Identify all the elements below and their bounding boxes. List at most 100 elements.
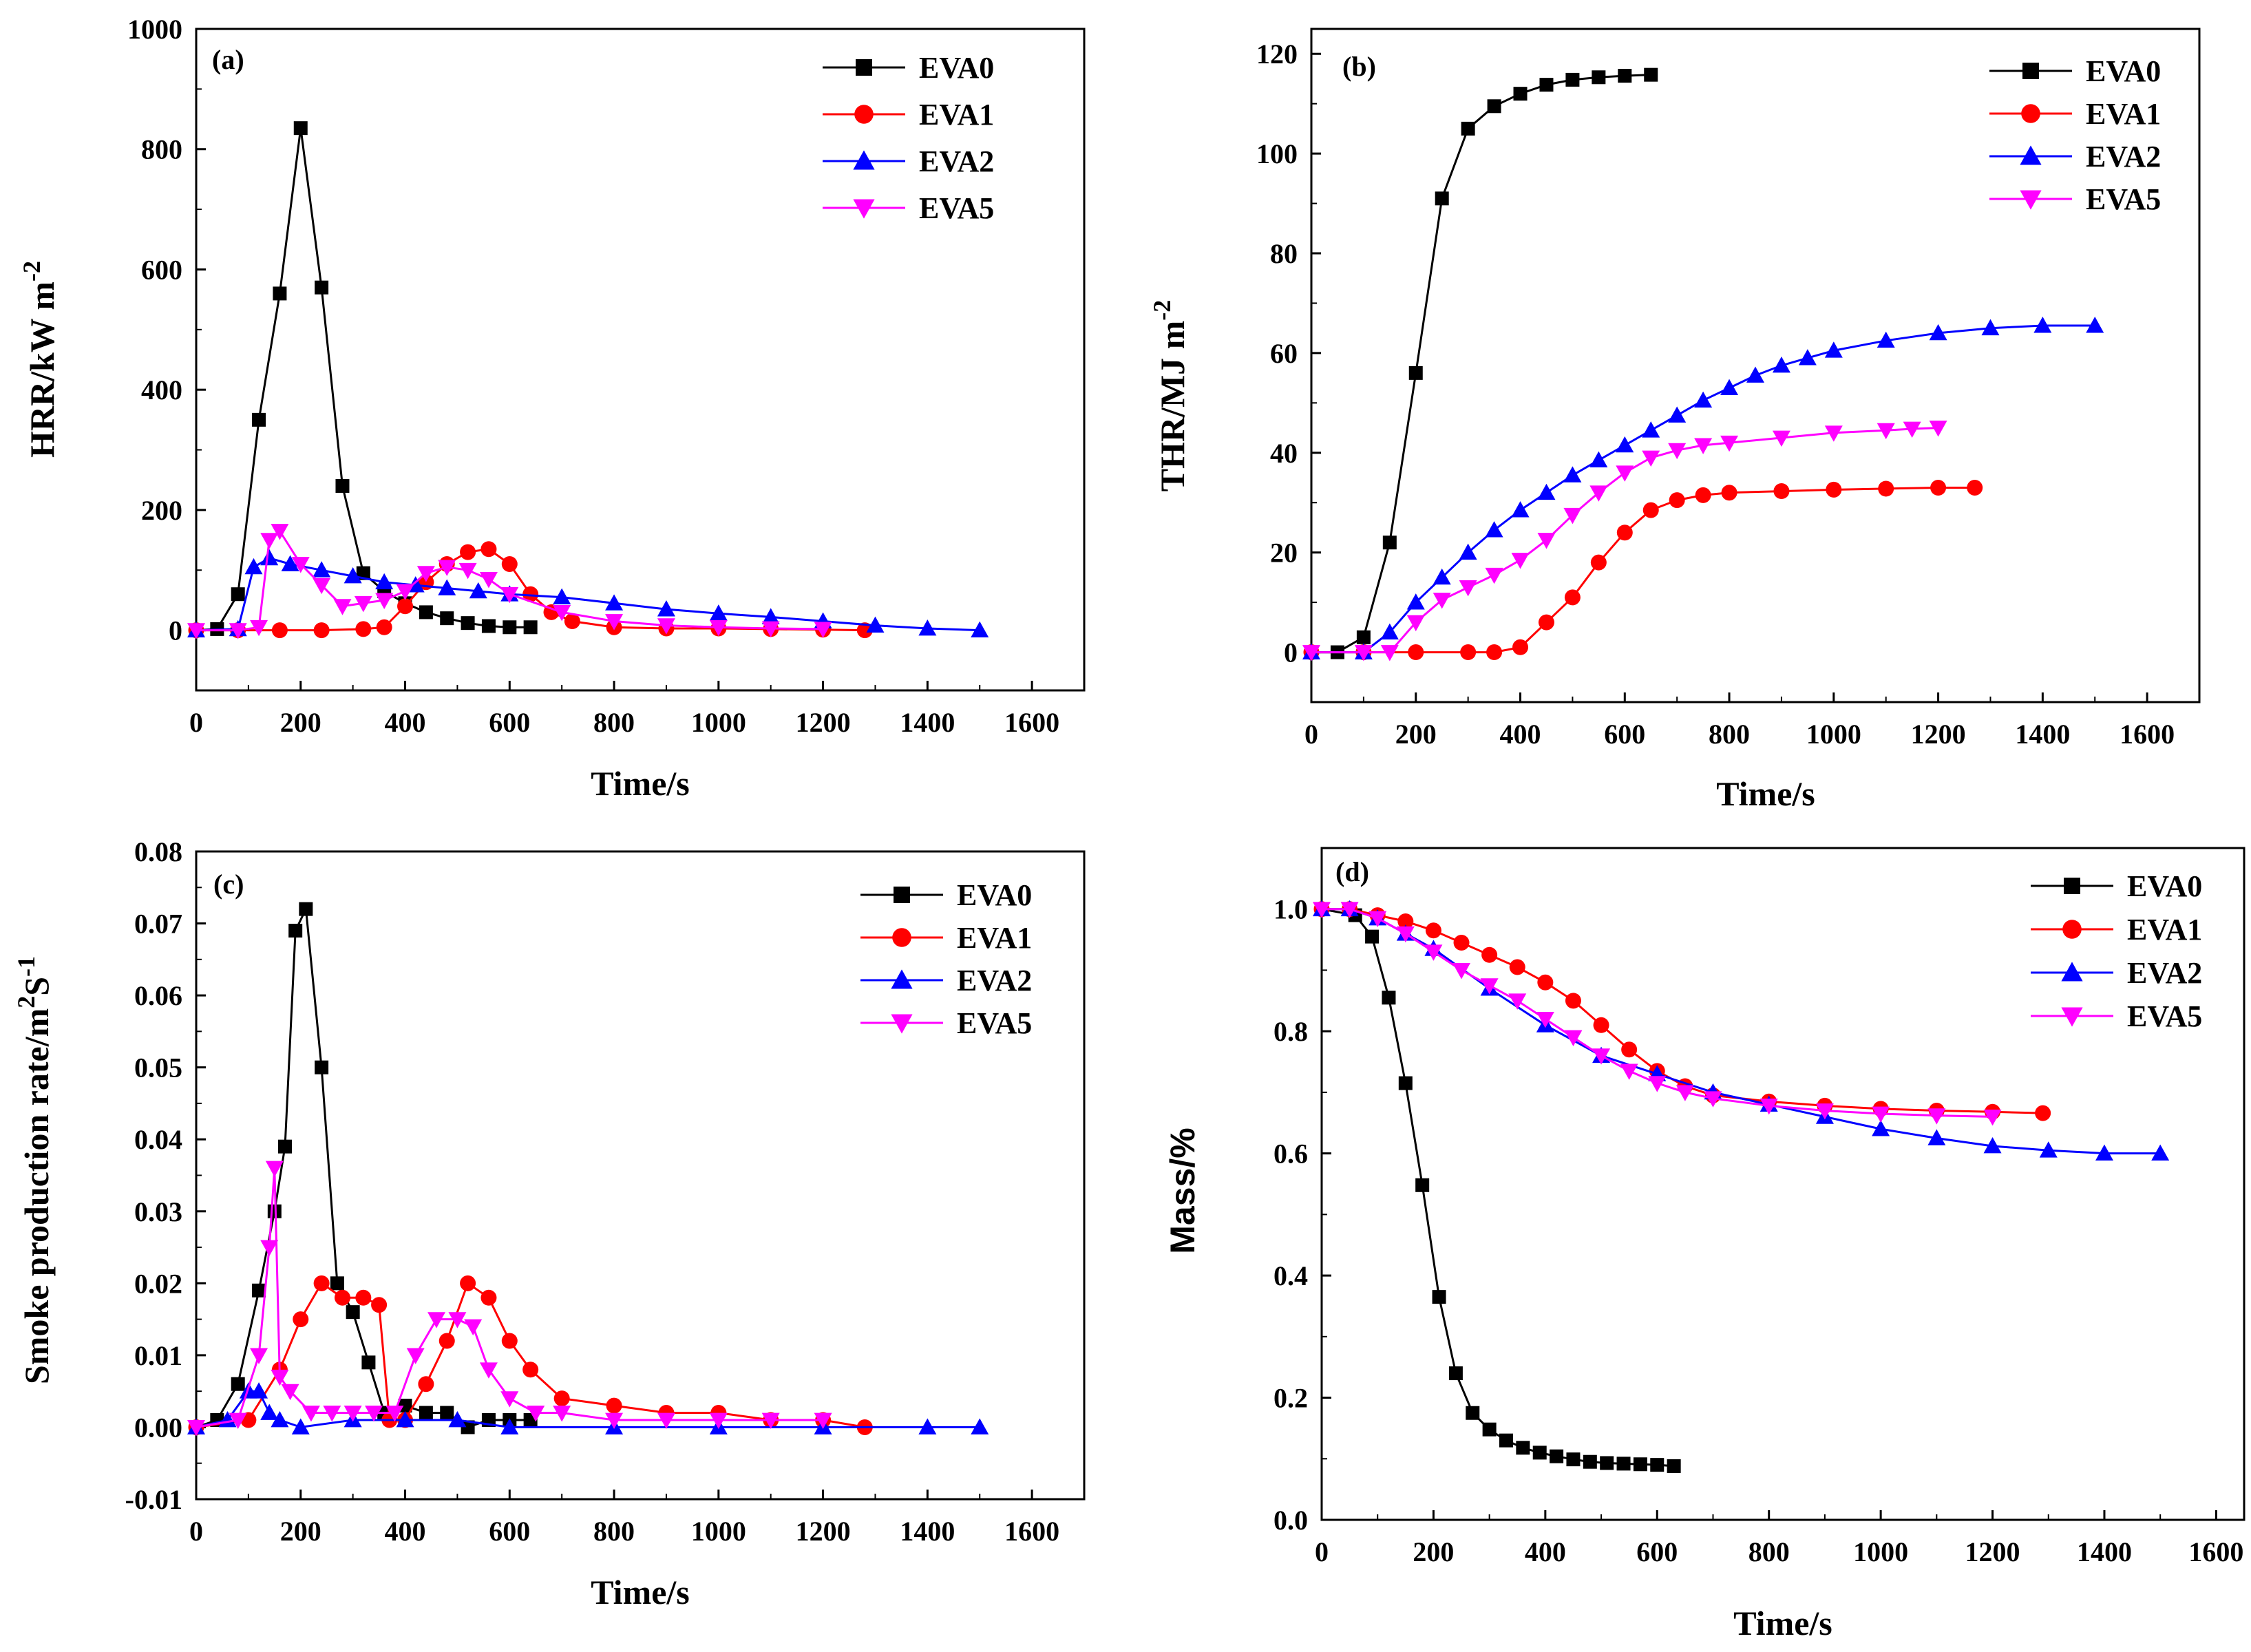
x-tick-label: 800 bbox=[1709, 719, 1750, 750]
data-point bbox=[500, 1391, 519, 1408]
series-line bbox=[195, 557, 980, 632]
data-point bbox=[440, 611, 454, 626]
x-tick-label: 1400 bbox=[2077, 1536, 2132, 1567]
series-line bbox=[195, 1281, 865, 1428]
series-eva0 bbox=[189, 121, 538, 637]
data-point bbox=[1667, 1459, 1681, 1473]
legend-label: EVA2 bbox=[919, 145, 994, 178]
y-tick-label: 40 bbox=[1270, 438, 1298, 469]
data-point bbox=[1981, 319, 2000, 336]
data-point bbox=[288, 924, 303, 938]
data-point bbox=[1694, 391, 1713, 408]
legend-marker bbox=[2022, 63, 2039, 79]
data-point bbox=[1509, 959, 1525, 975]
data-point bbox=[346, 1305, 360, 1320]
data-point bbox=[281, 555, 299, 571]
data-point bbox=[271, 1369, 289, 1386]
series-eva5 bbox=[187, 524, 832, 639]
data-point bbox=[1433, 593, 1451, 609]
legend-item-eva2: EVA2 bbox=[823, 145, 994, 178]
data-point bbox=[460, 1275, 476, 1291]
data-point bbox=[419, 605, 433, 620]
data-point bbox=[1513, 87, 1528, 101]
data-point bbox=[427, 1312, 446, 1328]
data-point bbox=[1903, 421, 1921, 438]
data-point bbox=[229, 623, 247, 639]
data-point bbox=[500, 1418, 519, 1434]
x-tick-label: 1000 bbox=[1853, 1536, 1908, 1567]
series-eva5 bbox=[1313, 902, 2002, 1126]
data-point bbox=[1642, 450, 1660, 467]
data-point bbox=[1720, 435, 1739, 452]
data-point bbox=[460, 544, 476, 560]
legend-item-eva5: EVA5 bbox=[1989, 182, 2161, 216]
x-tick-label: 200 bbox=[280, 707, 321, 738]
data-point bbox=[2086, 317, 2104, 333]
data-point bbox=[1746, 366, 1764, 383]
data-point bbox=[1589, 451, 1608, 468]
data-point bbox=[1650, 1458, 1665, 1472]
data-point bbox=[709, 620, 728, 637]
data-point bbox=[469, 582, 487, 599]
y-axis-title: HRR/kW m-2 bbox=[18, 261, 61, 458]
y-tick-label: 0.6 bbox=[1274, 1139, 1308, 1169]
x-tick-label: 800 bbox=[593, 1516, 635, 1547]
data-point bbox=[231, 587, 245, 602]
data-point bbox=[1487, 99, 1501, 114]
data-point bbox=[260, 1240, 279, 1257]
data-point bbox=[1538, 614, 1554, 631]
x-tick-label: 600 bbox=[489, 707, 530, 738]
data-point bbox=[1668, 443, 1687, 460]
x-axis-title: Time/s bbox=[591, 764, 690, 803]
data-point bbox=[1583, 1454, 1597, 1469]
legend-label: EVA2 bbox=[2086, 140, 2161, 173]
legend-item-eva0: EVA0 bbox=[860, 878, 1032, 912]
legend: EVA0 EVA1 EVA2 EVA5 bbox=[860, 878, 1032, 1040]
x-axis-title: Time/s bbox=[1716, 774, 1815, 813]
panel-d-mass-chart: 0 200 400 600 800 1000 1200 1400 1600 0.0 0.2 0.4 0.… bbox=[1163, 847, 2245, 1642]
legend-marker bbox=[2061, 962, 2083, 982]
legend-marker bbox=[2021, 104, 2040, 123]
data-point bbox=[1539, 78, 1554, 92]
data-point bbox=[1459, 543, 1477, 560]
data-point bbox=[1563, 466, 1582, 483]
legend-label: EVA5 bbox=[2086, 182, 2161, 216]
y-tick-label: 80 bbox=[1270, 238, 1298, 269]
y-tick-label: 600 bbox=[141, 254, 182, 285]
data-point bbox=[480, 1289, 497, 1306]
data-point bbox=[1382, 991, 1396, 1005]
data-point bbox=[250, 620, 268, 637]
series-line bbox=[1322, 908, 1993, 1118]
data-point bbox=[605, 1412, 624, 1429]
data-point bbox=[458, 562, 477, 580]
data-point bbox=[1721, 485, 1737, 501]
panel-a-hrr-chart: 0 200 400 600 800 1000 1200 1400 1600 0 200 400 600 8… bbox=[18, 14, 1086, 803]
legend-item-eva1: EVA1 bbox=[1989, 97, 2161, 131]
legend-item-eva0: EVA0 bbox=[2031, 869, 2202, 903]
data-point bbox=[333, 599, 352, 615]
data-point bbox=[375, 573, 394, 590]
data-point bbox=[271, 622, 288, 639]
data-point bbox=[522, 586, 539, 602]
data-point bbox=[1536, 1012, 1554, 1028]
panel-label: (c) bbox=[213, 869, 244, 900]
data-point bbox=[1644, 67, 1658, 82]
x-tick-label: 1200 bbox=[796, 1516, 851, 1547]
data-point bbox=[406, 1348, 425, 1364]
data-point bbox=[1566, 1452, 1581, 1467]
data-point bbox=[1720, 379, 1739, 395]
legend-marker bbox=[2020, 145, 2042, 165]
data-point bbox=[527, 1406, 545, 1422]
data-point bbox=[1589, 485, 1608, 502]
data-point bbox=[438, 579, 456, 595]
data-point bbox=[1600, 1456, 1614, 1470]
legend-label: EVA2 bbox=[957, 964, 1032, 997]
data-point bbox=[281, 1384, 299, 1401]
data-point bbox=[1537, 974, 1554, 991]
series-eva2 bbox=[1313, 900, 2170, 1161]
legend-item-eva1: EVA1 bbox=[2031, 913, 2202, 946]
data-point bbox=[657, 618, 675, 635]
y-tick-label: 400 bbox=[141, 374, 182, 405]
legend-item-eva1: EVA1 bbox=[823, 98, 994, 131]
panel-label: (b) bbox=[1342, 51, 1376, 82]
